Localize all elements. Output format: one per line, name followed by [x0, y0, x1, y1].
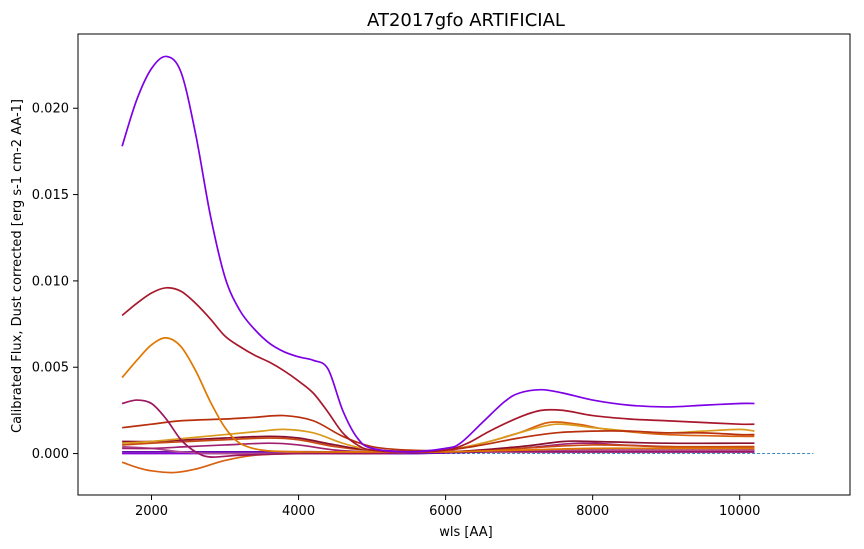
x-tick-label: 10000 — [719, 504, 760, 519]
y-tick-label: 0.005 — [32, 361, 69, 376]
series-line-1 — [121, 55, 755, 453]
chart-title: AT2017gfo ARTIFICIAL — [367, 10, 565, 31]
y-tick-label: 0.000 — [32, 447, 69, 462]
x-tick-label: 8000 — [576, 504, 609, 519]
x-tick-label: 6000 — [429, 504, 462, 519]
x-tick-label: 2000 — [135, 504, 168, 519]
series-line-4 — [121, 399, 755, 458]
y-tick-label: 0.015 — [32, 188, 69, 203]
axes-frame — [77, 33, 851, 496]
x-axis-label: wls [AA] — [439, 525, 492, 540]
x-tick-label: 4000 — [282, 504, 315, 519]
y-tick-label: 0.010 — [32, 274, 69, 289]
y-tick-label: 0.020 — [32, 102, 69, 117]
series-line-3 — [121, 337, 755, 453]
series-line-2 — [121, 286, 755, 453]
y-axis-label: Calibrated Flux, Dust corrected [erg s-1… — [10, 99, 25, 433]
